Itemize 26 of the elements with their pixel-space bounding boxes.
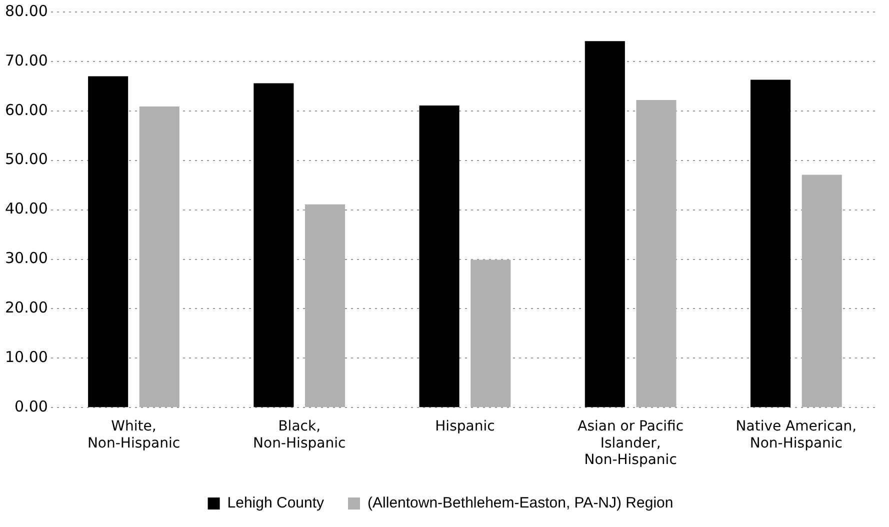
legend-label: Lehigh County [227, 494, 325, 512]
bar [254, 83, 294, 408]
bar [750, 80, 791, 408]
y-tick-label: 40.00 [4, 200, 48, 218]
bar [88, 76, 128, 408]
y-tick-label: 20.00 [4, 298, 48, 317]
x-tick-label: Native American, Non-Hispanic [736, 418, 857, 452]
bar [419, 105, 460, 408]
y-tick-label: 60.00 [4, 100, 48, 119]
bar [305, 204, 346, 408]
x-tick-label: Asian or Pacific Islander, Non-Hispanic [578, 418, 684, 468]
bar [584, 41, 625, 408]
bar [636, 100, 676, 408]
y-tick-label: 10.00 [4, 348, 48, 366]
y-tick-label: 80.00 [4, 2, 48, 20]
legend-label: (Allentown-Bethlehem-Easton, PA-NJ) Region [368, 494, 674, 512]
y-tick-label: 0.00 [14, 397, 48, 416]
x-tick-label: Black, Non-Hispanic [253, 418, 346, 452]
x-tick-label: Hispanic [435, 418, 495, 435]
y-tick-label: 70.00 [4, 51, 48, 70]
y-tick-label: 50.00 [4, 150, 48, 168]
bar [802, 174, 842, 408]
y-tick-label: 30.00 [4, 249, 48, 268]
x-tick-label: White, Non-Hispanic [87, 418, 180, 452]
bar [139, 106, 180, 408]
bar [470, 260, 511, 408]
